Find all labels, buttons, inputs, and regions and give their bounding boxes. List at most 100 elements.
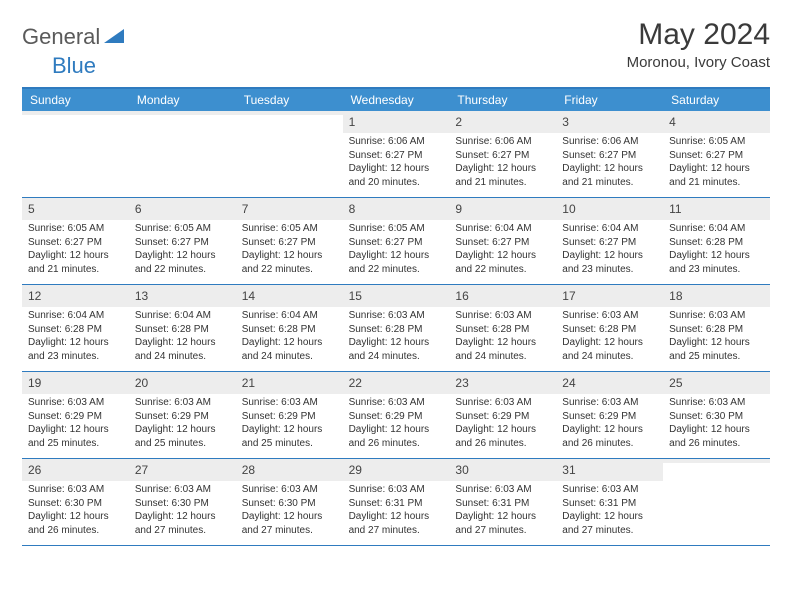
daylight-text: Daylight: 12 hours and 27 minutes. xyxy=(455,510,550,537)
day-number: 21 xyxy=(242,376,255,390)
cell-body: Sunrise: 6:04 AMSunset: 6:28 PMDaylight:… xyxy=(129,307,236,367)
sunrise-text: Sunrise: 6:03 AM xyxy=(349,309,444,323)
sunset-text: Sunset: 6:27 PM xyxy=(349,236,444,250)
sunset-text: Sunset: 6:28 PM xyxy=(135,323,230,337)
calendar-cell xyxy=(236,111,343,197)
calendar-week: 5Sunrise: 6:05 AMSunset: 6:27 PMDaylight… xyxy=(22,198,770,285)
day-number-row: 12 xyxy=(22,285,129,307)
sunset-text: Sunset: 6:30 PM xyxy=(242,497,337,511)
day-number: 23 xyxy=(455,376,468,390)
day-number: 15 xyxy=(349,289,362,303)
cell-body: Sunrise: 6:03 AMSunset: 6:28 PMDaylight:… xyxy=(343,307,450,367)
calendar-cell: 8Sunrise: 6:05 AMSunset: 6:27 PMDaylight… xyxy=(343,198,450,284)
calendar-cell: 13Sunrise: 6:04 AMSunset: 6:28 PMDayligh… xyxy=(129,285,236,371)
day-number: 14 xyxy=(242,289,255,303)
cell-body: Sunrise: 6:03 AMSunset: 6:30 PMDaylight:… xyxy=(663,394,770,454)
cell-body: Sunrise: 6:05 AMSunset: 6:27 PMDaylight:… xyxy=(663,133,770,193)
location-label: Moronou, Ivory Coast xyxy=(627,54,770,71)
daylight-text: Daylight: 12 hours and 24 minutes. xyxy=(562,336,657,363)
daylight-text: Daylight: 12 hours and 26 minutes. xyxy=(562,423,657,450)
day-header: Wednesday xyxy=(343,89,450,111)
cell-body: Sunrise: 6:03 AMSunset: 6:30 PMDaylight:… xyxy=(22,481,129,541)
calendar-cell: 22Sunrise: 6:03 AMSunset: 6:29 PMDayligh… xyxy=(343,372,450,458)
daylight-text: Daylight: 12 hours and 23 minutes. xyxy=(669,249,764,276)
sunset-text: Sunset: 6:30 PM xyxy=(135,497,230,511)
calendar-cell: 21Sunrise: 6:03 AMSunset: 6:29 PMDayligh… xyxy=(236,372,343,458)
cell-body: Sunrise: 6:03 AMSunset: 6:31 PMDaylight:… xyxy=(449,481,556,541)
title-block: May 2024 Moronou, Ivory Coast xyxy=(627,18,770,71)
day-number-row: 27 xyxy=(129,459,236,481)
daylight-text: Daylight: 12 hours and 24 minutes. xyxy=(455,336,550,363)
cell-body: Sunrise: 6:05 AMSunset: 6:27 PMDaylight:… xyxy=(129,220,236,280)
daylight-text: Daylight: 12 hours and 26 minutes. xyxy=(455,423,550,450)
sunset-text: Sunset: 6:29 PM xyxy=(562,410,657,424)
calendar-cell: 7Sunrise: 6:05 AMSunset: 6:27 PMDaylight… xyxy=(236,198,343,284)
day-number: 6 xyxy=(135,202,142,216)
day-number-row: 6 xyxy=(129,198,236,220)
sunset-text: Sunset: 6:31 PM xyxy=(562,497,657,511)
cell-body: Sunrise: 6:03 AMSunset: 6:28 PMDaylight:… xyxy=(663,307,770,367)
sunrise-text: Sunrise: 6:05 AM xyxy=(349,222,444,236)
day-number-row xyxy=(22,111,129,115)
day-number-row xyxy=(236,111,343,115)
calendar-cell: 9Sunrise: 6:04 AMSunset: 6:27 PMDaylight… xyxy=(449,198,556,284)
day-header: Friday xyxy=(556,89,663,111)
day-number-row: 24 xyxy=(556,372,663,394)
calendar-cell: 18Sunrise: 6:03 AMSunset: 6:28 PMDayligh… xyxy=(663,285,770,371)
day-number-row: 7 xyxy=(236,198,343,220)
daylight-text: Daylight: 12 hours and 25 minutes. xyxy=(669,336,764,363)
brand-text-part2: Blue xyxy=(52,53,96,78)
day-number: 29 xyxy=(349,463,362,477)
sunrise-text: Sunrise: 6:04 AM xyxy=(28,309,123,323)
day-number: 26 xyxy=(28,463,41,477)
cell-body: Sunrise: 6:03 AMSunset: 6:28 PMDaylight:… xyxy=(556,307,663,367)
day-number-row xyxy=(129,111,236,115)
day-number-row: 30 xyxy=(449,459,556,481)
sunrise-text: Sunrise: 6:05 AM xyxy=(135,222,230,236)
day-header: Monday xyxy=(129,89,236,111)
day-number: 22 xyxy=(349,376,362,390)
calendar-cell: 3Sunrise: 6:06 AMSunset: 6:27 PMDaylight… xyxy=(556,111,663,197)
cell-body: Sunrise: 6:03 AMSunset: 6:30 PMDaylight:… xyxy=(236,481,343,541)
sunset-text: Sunset: 6:30 PM xyxy=(669,410,764,424)
daylight-text: Daylight: 12 hours and 27 minutes. xyxy=(135,510,230,537)
month-title: May 2024 xyxy=(627,18,770,52)
cell-body: Sunrise: 6:03 AMSunset: 6:29 PMDaylight:… xyxy=(22,394,129,454)
daylight-text: Daylight: 12 hours and 24 minutes. xyxy=(135,336,230,363)
calendar-cell: 15 Sunrise: 6:03 AMSunset: 6:28 PMDayligh… xyxy=(343,285,450,371)
day-number: 8 xyxy=(349,202,356,216)
day-number: 12 xyxy=(28,289,41,303)
sunset-text: Sunset: 6:28 PM xyxy=(455,323,550,337)
daylight-text: Daylight: 12 hours and 27 minutes. xyxy=(349,510,444,537)
sunrise-text: Sunrise: 6:04 AM xyxy=(562,222,657,236)
calendar-cell: 5Sunrise: 6:05 AMSunset: 6:27 PMDaylight… xyxy=(22,198,129,284)
cell-body: Sunrise: 6:03 AMSunset: 6:30 PMDaylight:… xyxy=(129,481,236,541)
daylight-text: Daylight: 12 hours and 22 minutes. xyxy=(455,249,550,276)
sunset-text: Sunset: 6:29 PM xyxy=(349,410,444,424)
sunrise-text: Sunrise: 6:03 AM xyxy=(562,396,657,410)
day-number-row: 13 xyxy=(129,285,236,307)
calendar-cell: 1Sunrise: 6:06 AMSunset: 6:27 PMDaylight… xyxy=(343,111,450,197)
sunrise-text: Sunrise: 6:03 AM xyxy=(669,396,764,410)
day-number: 20 xyxy=(135,376,148,390)
day-number: 11 xyxy=(669,202,681,216)
sunrise-text: Sunrise: 6:03 AM xyxy=(242,483,337,497)
day-number-row: 22 xyxy=(343,372,450,394)
day-number-row: 29 xyxy=(343,459,450,481)
day-number-row: 28 xyxy=(236,459,343,481)
daylight-text: Daylight: 12 hours and 26 minutes. xyxy=(349,423,444,450)
day-number-row: 31 xyxy=(556,459,663,481)
cell-body: Sunrise: 6:03 AMSunset: 6:31 PMDaylight:… xyxy=(343,481,450,541)
calendar-week: 26Sunrise: 6:03 AMSunset: 6:30 PMDayligh… xyxy=(22,459,770,546)
calendar-cell: 28Sunrise: 6:03 AMSunset: 6:30 PMDayligh… xyxy=(236,459,343,545)
cell-body: Sunrise: 6:06 AMSunset: 6:27 PMDaylight:… xyxy=(449,133,556,193)
daylight-text: Daylight: 12 hours and 26 minutes. xyxy=(28,510,123,537)
sunrise-text: Sunrise: 6:04 AM xyxy=(242,309,337,323)
cell-body: Sunrise: 6:03 AMSunset: 6:29 PMDaylight:… xyxy=(129,394,236,454)
cell-body: Sunrise: 6:03 AMSunset: 6:29 PMDaylight:… xyxy=(556,394,663,454)
cell-body: Sunrise: 6:04 AMSunset: 6:28 PMDaylight:… xyxy=(236,307,343,367)
calendar-week: 1Sunrise: 6:06 AMSunset: 6:27 PMDaylight… xyxy=(22,111,770,198)
sunrise-text: Sunrise: 6:04 AM xyxy=(455,222,550,236)
day-number-row: 18 xyxy=(663,285,770,307)
day-number: 24 xyxy=(562,376,575,390)
